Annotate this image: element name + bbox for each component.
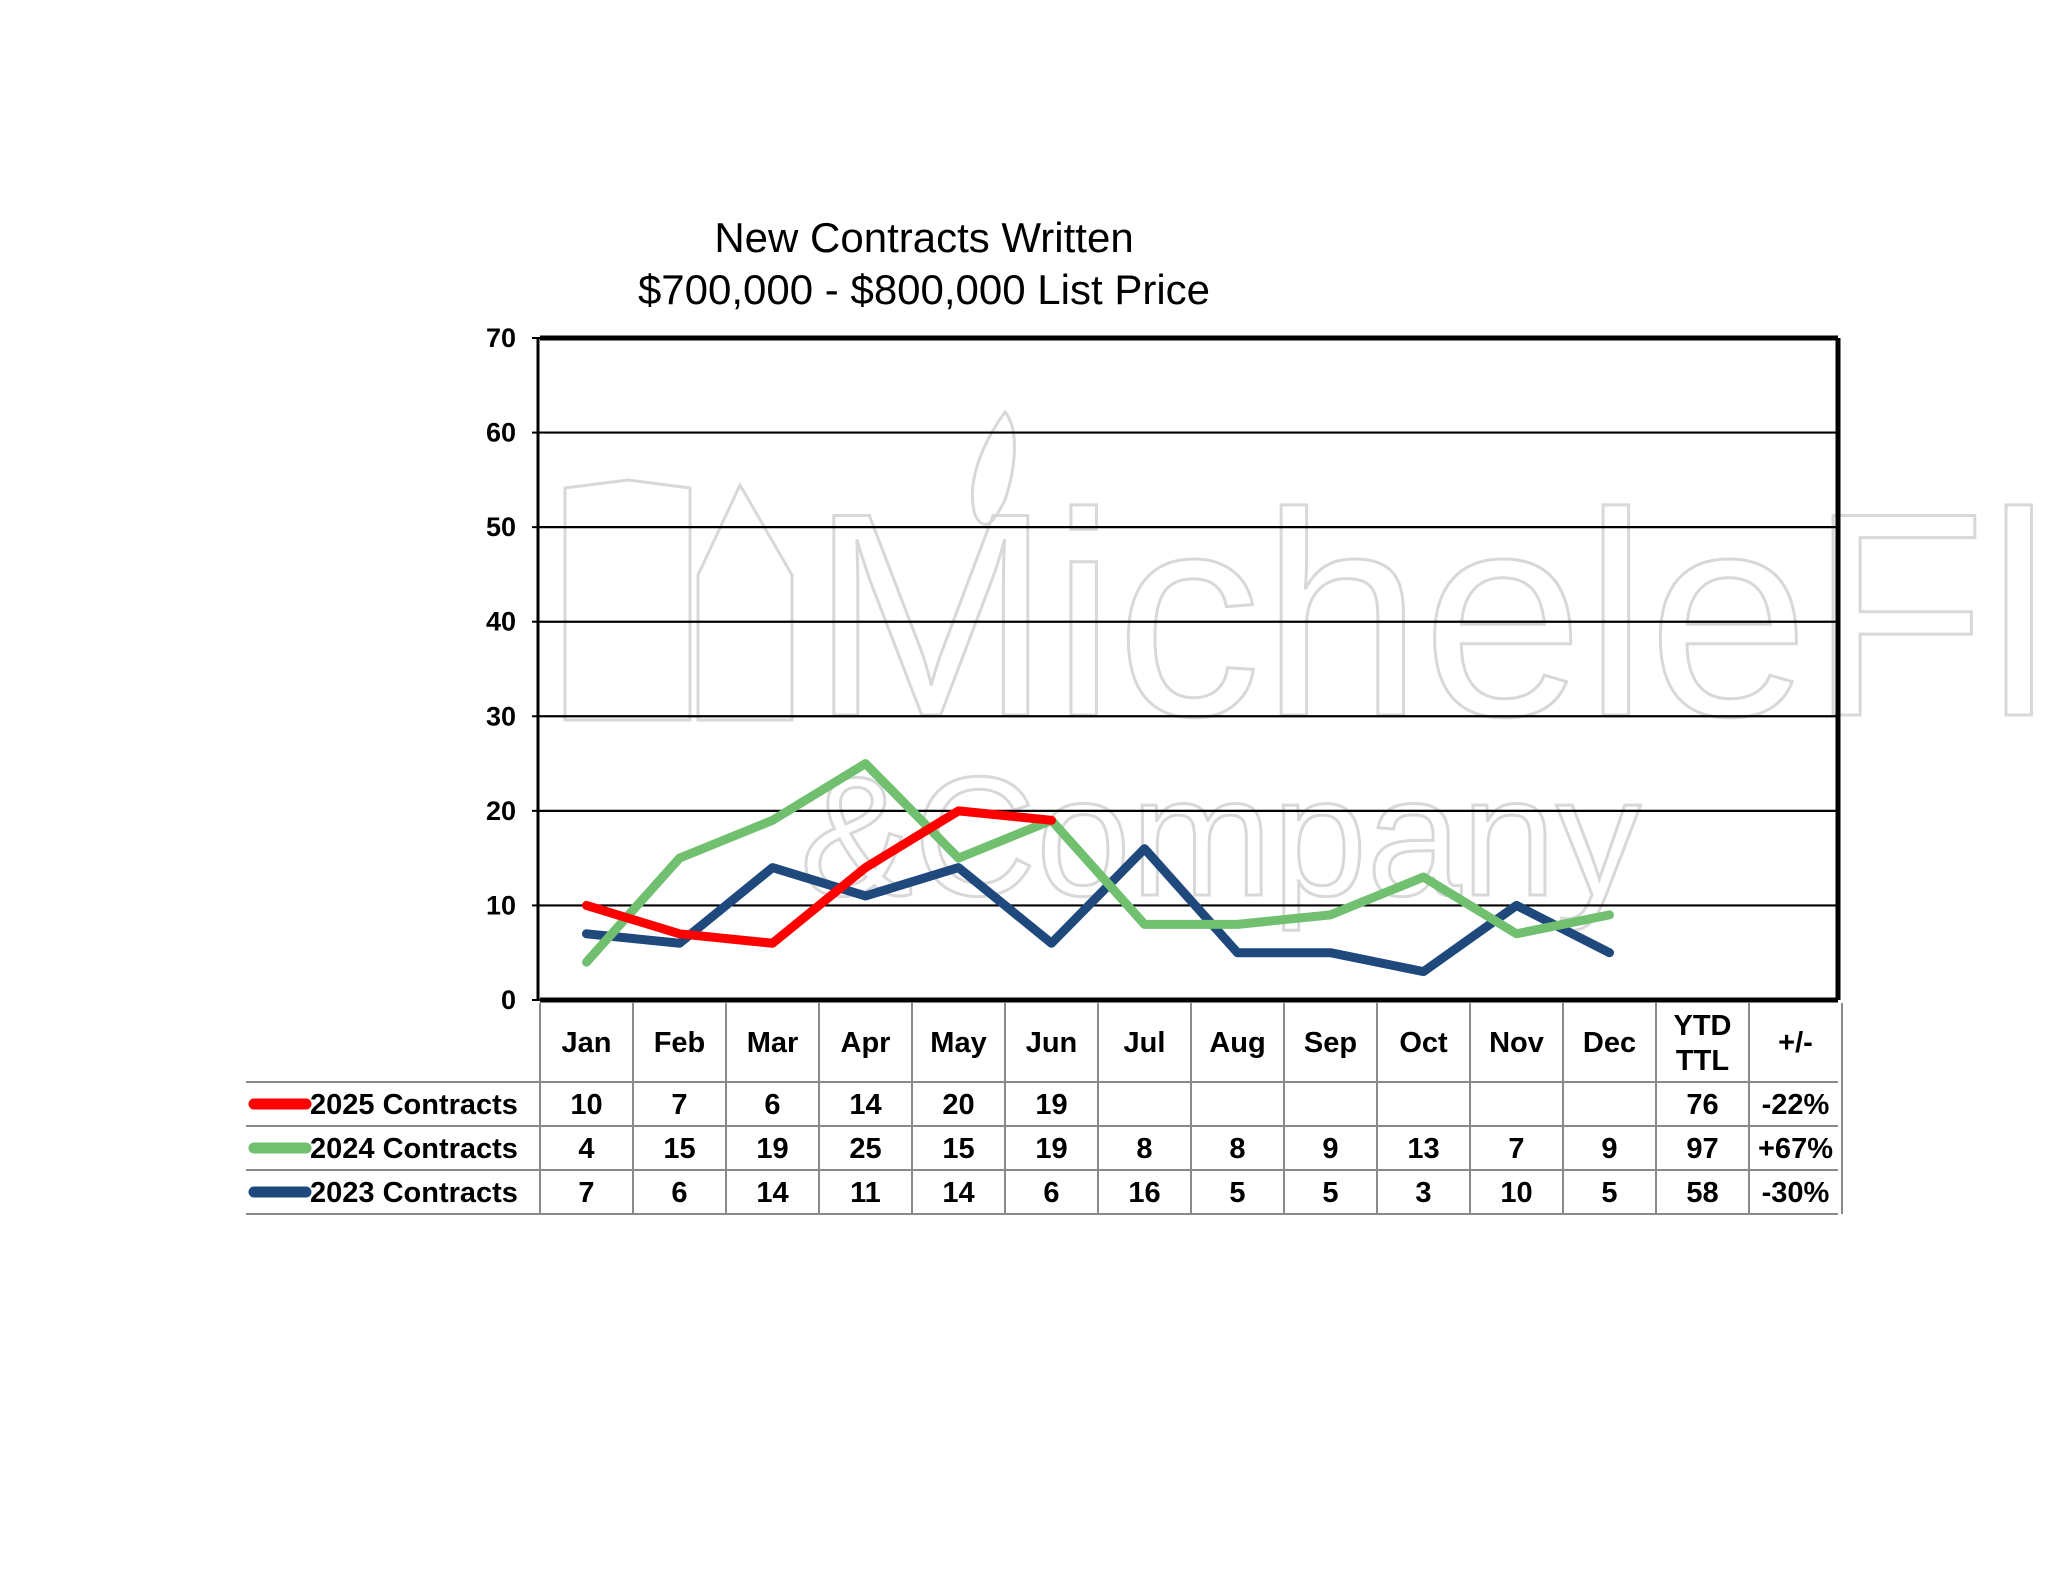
gridlines <box>540 431 1838 907</box>
data-label: 16 <box>1128 1177 1160 1209</box>
y-tick-label: 50 <box>486 512 516 542</box>
x-tick-label: Jun <box>1026 1027 1078 1059</box>
house-icon <box>563 478 794 722</box>
data-label: 7 <box>1508 1133 1524 1165</box>
data-label: 20 <box>942 1089 974 1121</box>
ytd-value: 76 <box>1686 1089 1718 1121</box>
change-value: -30% <box>1762 1177 1830 1209</box>
series-line <box>582 844 1614 977</box>
change-value: +67% <box>1758 1133 1833 1165</box>
change-header: +/- <box>1778 1027 1813 1059</box>
y-tick-label: 10 <box>486 890 516 920</box>
data-label: 13 <box>1407 1133 1439 1165</box>
watermark-logo: MicheleFlory&Company <box>563 409 2048 934</box>
y-tick-label: 60 <box>486 418 516 448</box>
y-tick-label: 0 <box>501 985 516 1015</box>
y-tick-label: 30 <box>486 701 516 731</box>
legend-label: 2025 Contracts <box>310 1089 518 1121</box>
data-label: 10 <box>570 1089 602 1121</box>
x-tick-label: Dec <box>1583 1027 1636 1059</box>
x-tick-label: Jan <box>562 1027 612 1059</box>
plot-frame <box>540 335 1841 1003</box>
data-label: 8 <box>1229 1133 1245 1165</box>
y-tick-label: 20 <box>486 796 516 826</box>
data-label: 6 <box>671 1177 687 1209</box>
data-label: 3 <box>1415 1177 1431 1209</box>
y-tick-label: 40 <box>486 607 516 637</box>
x-tick-label: Sep <box>1304 1027 1357 1059</box>
series-line <box>582 806 1056 948</box>
data-table: Jan Feb Mar Apr May Jun Jul Aug Sep Oct Nov Dec YTDT… <box>246 1003 1843 1215</box>
x-tick-label: Feb <box>654 1027 706 1059</box>
change-value: -22% <box>1762 1089 1830 1121</box>
data-label: 7 <box>671 1089 687 1121</box>
legend-label: 2023 Contracts <box>310 1177 518 1209</box>
data-label: 19 <box>756 1133 788 1165</box>
data-label: 11 <box>850 1177 881 1209</box>
x-tick-label: Aug <box>1209 1027 1265 1059</box>
chart-subtitle: $700,000 - $800,000 List Price <box>637 266 1211 313</box>
y-axis: 0 10 20 30 40 50 60 70 <box>486 323 540 1015</box>
data-label: 7 <box>578 1177 594 1209</box>
data-label: 10 <box>1500 1177 1532 1209</box>
data-label: 14 <box>942 1177 974 1209</box>
ytd-header: TTL <box>1676 1045 1729 1077</box>
data-label: 6 <box>1043 1177 1059 1209</box>
series-line <box>582 759 1614 967</box>
x-tick-label: Jul <box>1124 1027 1166 1059</box>
x-tick-label: Nov <box>1489 1027 1544 1059</box>
data-label: 5 <box>1601 1177 1617 1209</box>
data-label: 8 <box>1136 1133 1152 1165</box>
data-label: 5 <box>1229 1177 1245 1209</box>
data-label: 14 <box>756 1177 788 1209</box>
data-label: 9 <box>1322 1133 1338 1165</box>
ytd-value: 58 <box>1686 1177 1718 1209</box>
x-tick-label: May <box>930 1027 986 1059</box>
data-label: 15 <box>663 1133 695 1165</box>
data-label: 9 <box>1601 1133 1617 1165</box>
data-label: 6 <box>764 1089 780 1121</box>
data-label: 19 <box>1035 1133 1067 1165</box>
data-label: 25 <box>849 1133 881 1165</box>
x-tick-label: Apr <box>841 1027 891 1059</box>
ytd-header: YTD <box>1674 1010 1732 1042</box>
series-lines <box>582 759 1614 977</box>
legend-label: 2024 Contracts <box>310 1133 518 1165</box>
data-label: 14 <box>849 1089 881 1121</box>
ytd-value: 97 <box>1686 1133 1718 1165</box>
data-label: 4 <box>578 1133 594 1165</box>
watermark-text: MicheleFlory <box>810 453 2048 778</box>
data-label: 19 <box>1035 1089 1067 1121</box>
x-tick-label: Mar <box>747 1027 799 1059</box>
leaf-icon <box>970 409 1016 526</box>
data-label: 15 <box>942 1133 974 1165</box>
y-tick-label: 70 <box>486 323 516 353</box>
chart-title: New Contracts Written <box>714 214 1134 261</box>
data-label: 5 <box>1322 1177 1338 1209</box>
x-tick-label: Oct <box>1399 1027 1448 1059</box>
